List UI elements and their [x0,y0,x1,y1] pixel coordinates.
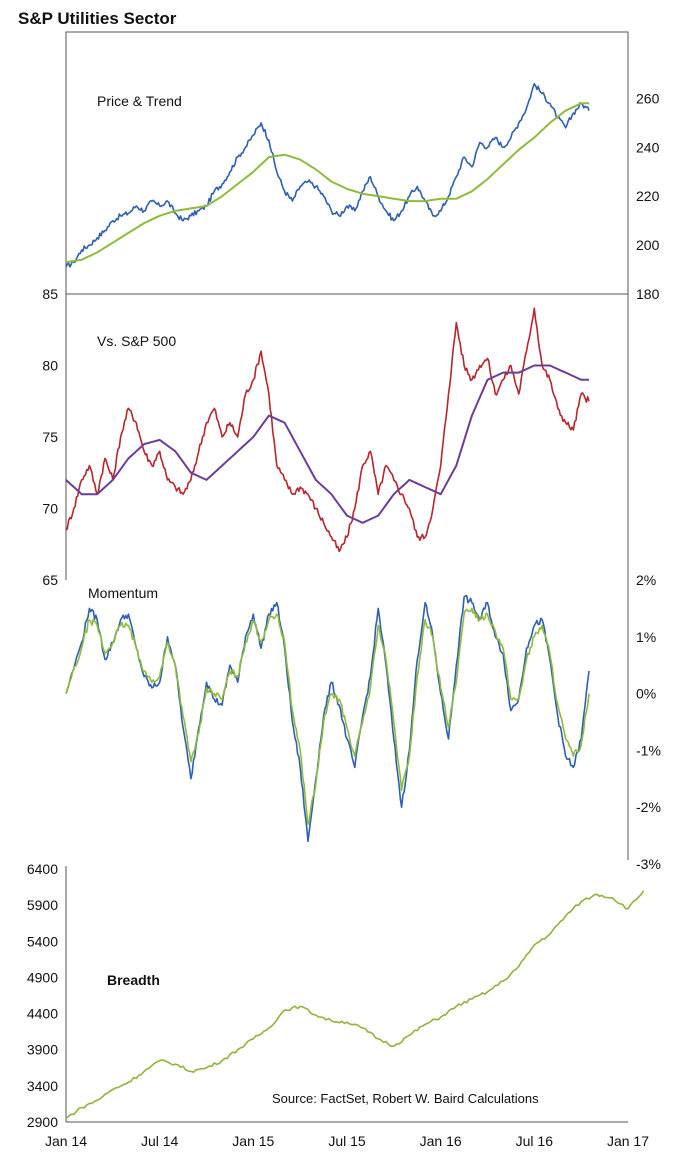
xtick-label: Jul 15 [328,1133,366,1149]
ytick-label-panel4: 3400 [27,1078,58,1094]
ytick-label-panel1: 260 [636,90,660,106]
series-line-panel3-blue [65,594,590,843]
ytick-label-panel3: 0% [636,686,656,702]
ytick-label-panel2: 75 [42,429,58,445]
ytick-label-panel3: 1% [636,629,656,645]
xtick-label: Jul 16 [516,1133,554,1149]
panel-title-relative: Vs. S&P 500 [97,333,176,349]
xtick-label: Jul 14 [141,1133,179,1149]
xtick-label: Jan 16 [420,1133,462,1149]
ytick-label-panel3: -3% [636,856,661,872]
panel-title-price: Price & Trend [97,93,182,109]
ytick-label-panel4: 5400 [27,933,58,949]
chart-title: S&P Utilities Sector [18,9,177,28]
series-line-panel1-blue [65,83,590,268]
ytick-label-panel4: 5900 [27,897,58,913]
xtick-label: Jan 14 [45,1133,87,1149]
ytick-label-panel2: 65 [42,572,58,588]
ytick-label-panel2: 85 [42,286,58,302]
series-line-panel4-breadth [65,890,645,1120]
series-line-panel3-green [65,607,590,826]
ytick-label-panel4: 4400 [27,1006,58,1022]
ytick-label-panel1: 240 [636,139,660,155]
series-line-panel1-green [65,102,589,264]
xtick-label: Jan 17 [607,1133,649,1149]
series-line-panel2-red [65,307,590,553]
series-lines [65,83,645,1120]
ytick-label-panel4: 2900 [27,1114,58,1130]
ytick-label-panel3: 2% [636,572,656,588]
panel-title-momentum: Momentum [88,585,158,601]
ytick-label-panel1: 200 [636,237,660,253]
ytick-label-panel2: 80 [42,358,58,374]
ytick-label-panel3: -2% [636,799,661,815]
panel-frames [65,31,629,1123]
ytick-label-panel4: 6400 [27,861,58,877]
ytick-label-panel3: -1% [636,742,661,758]
ytick-label-panel2: 70 [42,501,58,517]
ytick-label-panel1: 220 [636,188,660,204]
xtick-label: Jan 15 [232,1133,274,1149]
ytick-label-panel4: 4900 [27,969,58,985]
tick-labels: 260 240 220 200 180 85 80 75 70 65 2% 1% 0% -1% -2% -3%… [27,90,661,1149]
ytick-label-panel1: 180 [636,286,660,302]
panel-title-breadth: Breadth [107,972,160,988]
series-line-panel2-purple [65,364,589,524]
ytick-label-panel4: 3900 [27,1042,58,1058]
source-note: Source: FactSet, Robert W. Baird Calcula… [272,1091,539,1106]
